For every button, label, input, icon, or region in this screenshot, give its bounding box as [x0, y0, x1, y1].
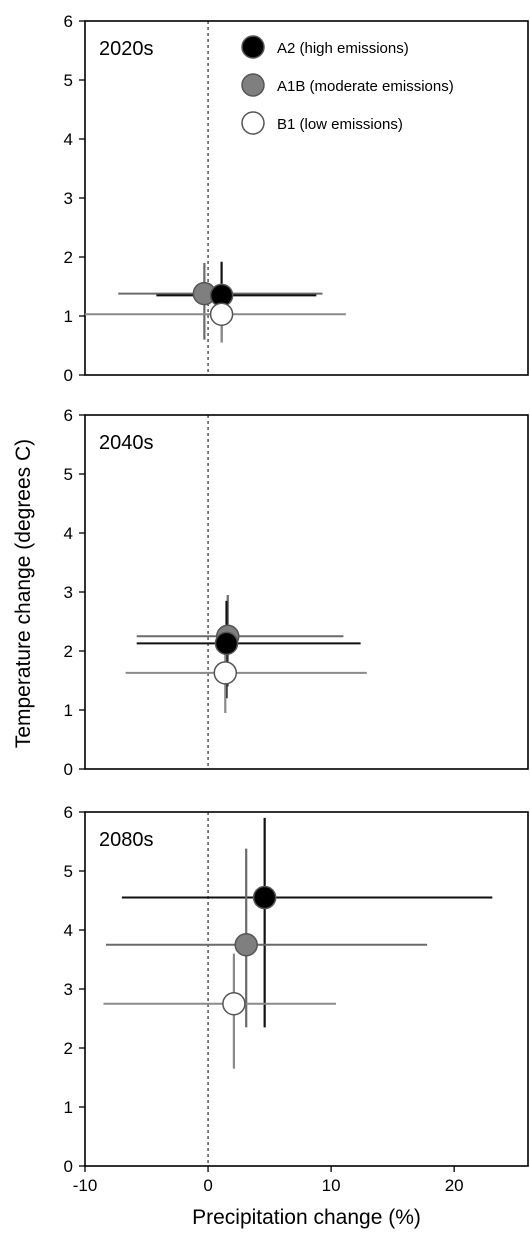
x-tick-label: -10	[73, 1176, 98, 1195]
y-tick-label: 2	[64, 1039, 73, 1058]
legend-label: A1B (moderate emissions)	[277, 78, 454, 95]
y-tick-label: 2	[64, 248, 73, 267]
panel-title: 2020s	[99, 38, 154, 60]
data-point	[252, 885, 277, 910]
y-tick-label: 6	[64, 803, 73, 822]
y-tick-label: 3	[64, 980, 73, 999]
data-point	[234, 933, 258, 957]
plot-frame	[84, 414, 529, 770]
panel-2040s	[79, 414, 529, 770]
data-point	[209, 302, 234, 326]
y-tick-label: 5	[64, 71, 73, 90]
plot-frame	[84, 20, 529, 376]
panel-title: 2080s	[99, 829, 154, 851]
x-tick-label: 10	[322, 1176, 341, 1195]
legend-label: B1 (low emissions)	[277, 116, 403, 133]
legend-marker	[241, 73, 265, 97]
x-tick-label: 20	[445, 1176, 464, 1195]
y-tick-label: 0	[64, 1157, 73, 1176]
y-tick-label: 0	[64, 760, 73, 779]
y-tick-label: 5	[64, 465, 73, 484]
y-tick-label: 4	[64, 524, 73, 543]
y-tick-label: 1	[64, 307, 73, 326]
plot-frame	[84, 811, 529, 1167]
panel-title: 2040s	[99, 432, 154, 454]
y-tick-label: 1	[64, 701, 73, 720]
panel-2080s	[79, 811, 529, 1172]
y-tick-label: 0	[64, 366, 73, 385]
y-tick-label: 4	[64, 130, 73, 149]
data-point	[213, 661, 238, 685]
legend-label: A2 (high emissions)	[277, 40, 409, 57]
y-tick-label: 6	[64, 12, 73, 31]
legend-marker	[241, 35, 265, 59]
y-tick-label: 1	[64, 1098, 73, 1117]
y-tick-label: 5	[64, 862, 73, 881]
y-tick-label: 2	[64, 642, 73, 661]
x-axis-label: Precipitation change (%)	[192, 1206, 421, 1229]
y-tick-label: 6	[64, 406, 73, 425]
y-tick-label: 4	[64, 921, 73, 940]
data-point	[214, 631, 239, 656]
y-axis-label: Temperature change (degrees C)	[12, 439, 35, 748]
data-point	[222, 992, 246, 1016]
panel-2020s	[79, 20, 529, 376]
y-tick-label: 3	[64, 583, 73, 602]
x-tick-label: 0	[203, 1176, 212, 1195]
y-tick-label: 3	[64, 189, 73, 208]
legend-marker	[241, 111, 265, 135]
